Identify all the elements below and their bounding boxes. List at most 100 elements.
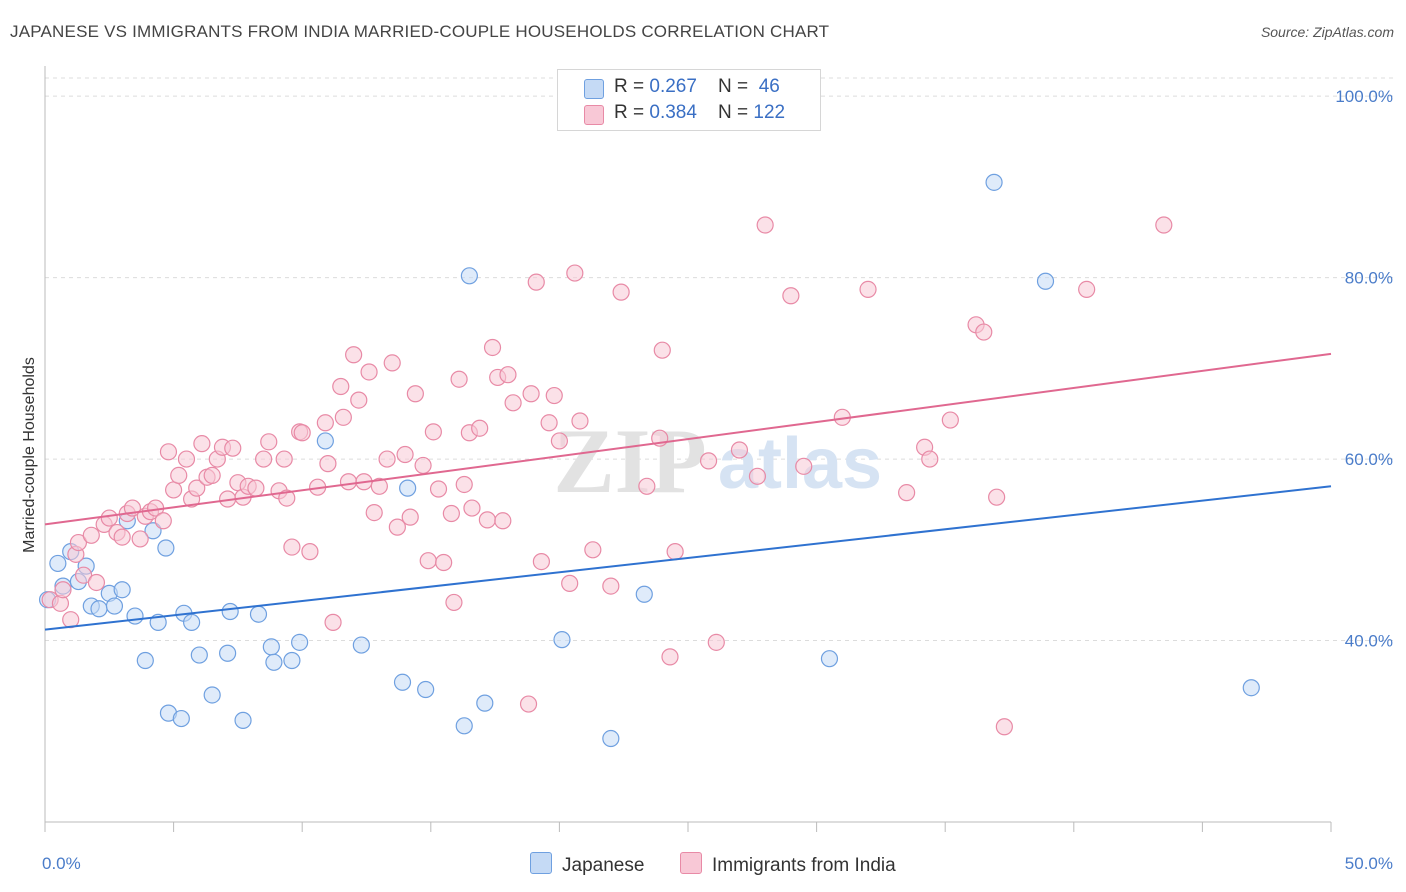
india-point (401, 508, 419, 526)
india-point (859, 280, 877, 299)
india-point (283, 538, 301, 556)
tick-labels: 40.0% 60.0% 80.0% 100.0% 0.0% 50.0% (42, 87, 1393, 873)
india-point (113, 528, 131, 546)
japanese-point (417, 680, 435, 699)
india-point (82, 526, 100, 544)
japanese-point (105, 597, 124, 615)
japanese-point (460, 267, 478, 285)
india-point (419, 552, 437, 570)
india-point (445, 593, 463, 612)
bottom-label-india: Immigrants from India (712, 855, 896, 876)
india-point (203, 466, 221, 485)
india-point (131, 530, 149, 548)
japanese-point (291, 633, 309, 651)
bottom-legend-india: Immigrants from India (680, 852, 896, 877)
india-point (532, 552, 550, 571)
japanese-point (234, 711, 252, 729)
japanese-point (820, 650, 839, 668)
legend-text-japanese: R = 0.267 N = 46 (614, 76, 780, 97)
bottom-label-japanese: Japanese (562, 855, 645, 876)
japanese-point (553, 631, 571, 649)
japanese-point (393, 673, 412, 691)
india-point (301, 543, 319, 561)
india-point (898, 484, 916, 502)
india-point (638, 477, 656, 495)
legend-swatch-india (584, 105, 604, 125)
india-point (782, 287, 800, 305)
india-point (707, 633, 725, 651)
japanese-point (352, 636, 370, 654)
india-point (471, 419, 489, 437)
india-point (383, 354, 401, 372)
india-point (602, 577, 620, 595)
india-point (756, 216, 774, 234)
india-point (170, 466, 188, 485)
india-point (278, 489, 296, 507)
india-point (661, 648, 679, 666)
japanese-point (635, 585, 653, 603)
japanese-point (221, 602, 239, 621)
bottom-swatch-japanese (530, 852, 552, 874)
trend-line-india (44, 352, 1332, 526)
correlation-legend: R = 0.267 N = 46 R = 0.384 N = 122 (557, 69, 821, 131)
y-tick-label: 60.0% (1345, 450, 1393, 469)
india-point (527, 273, 545, 291)
japanese-point (90, 600, 108, 618)
japanese-point (1036, 272, 1055, 290)
india-point (699, 452, 718, 470)
japanese-point (985, 173, 1003, 191)
india-point (334, 408, 352, 426)
india-point (339, 473, 358, 491)
india-point (350, 391, 368, 409)
japanese-point (144, 522, 162, 540)
y-tick-label: 80.0% (1345, 269, 1393, 288)
india-point (975, 323, 993, 341)
japanese-point (190, 646, 208, 664)
japanese-point (126, 607, 144, 625)
axes (44, 66, 1332, 832)
india-point (424, 423, 442, 441)
y-axis-label: Married-couple Households (21, 357, 38, 553)
japanese-point (249, 605, 268, 623)
india-point (995, 718, 1013, 736)
legend-swatch-japanese (584, 79, 604, 99)
india-point (275, 450, 293, 468)
india-point (74, 566, 93, 584)
japanese-point (157, 539, 175, 557)
india-point (54, 581, 72, 599)
india-point (435, 553, 453, 572)
india-point (100, 509, 118, 527)
japanese-point (219, 644, 237, 662)
data-points (38, 173, 1260, 748)
x-tick-label: 0.0% (42, 854, 81, 873)
india-point (522, 385, 540, 403)
india-point (159, 443, 178, 461)
india-point (450, 370, 468, 388)
chart-title: JAPANESE VS IMMIGRANTS FROM INDIA MARRIE… (10, 22, 830, 41)
japanese-point (49, 554, 67, 573)
india-point (612, 283, 630, 301)
india-point (154, 512, 172, 530)
legend-text-india: R = 0.384 N = 122 (614, 102, 786, 123)
india-point (584, 541, 602, 559)
japanese-point (262, 638, 280, 656)
japanese-point (316, 432, 334, 450)
india-point (571, 412, 589, 430)
india-point (478, 511, 496, 529)
india-point (666, 543, 684, 561)
series-india (41, 216, 1173, 736)
trend-line-japanese (44, 485, 1332, 631)
india-point (69, 533, 88, 552)
india-point (921, 450, 939, 468)
grid-lines (45, 77, 1393, 642)
india-point (255, 450, 273, 468)
india-point (455, 475, 473, 494)
india-point (293, 424, 311, 442)
source-label: Source: ZipAtlas.com (1260, 24, 1394, 40)
india-point (365, 504, 383, 522)
india-point (566, 264, 584, 282)
trend-lines (44, 352, 1332, 631)
india-point (561, 574, 579, 592)
india-point (988, 488, 1006, 506)
japanese-point (1242, 679, 1260, 697)
